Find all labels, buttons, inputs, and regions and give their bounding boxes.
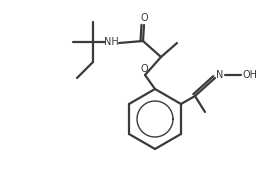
Text: OH: OH xyxy=(242,70,258,80)
Text: O: O xyxy=(140,64,148,74)
Text: N: N xyxy=(216,70,224,80)
Text: O: O xyxy=(140,13,148,23)
Text: NH: NH xyxy=(104,37,118,47)
